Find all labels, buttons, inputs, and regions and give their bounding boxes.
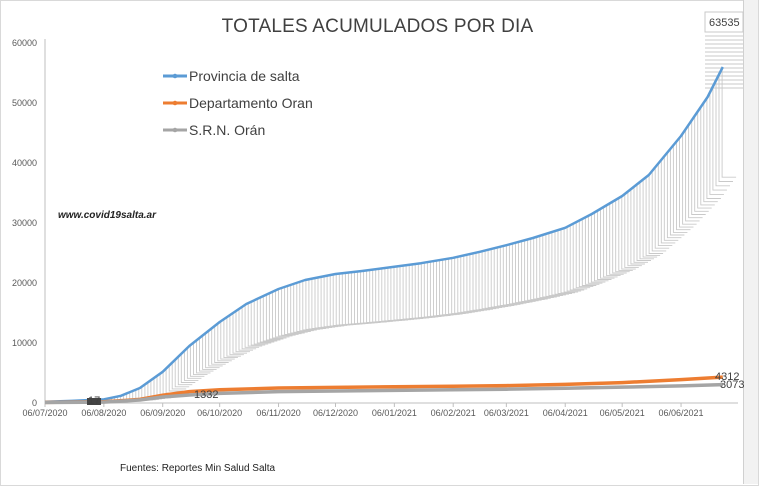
y-tick-label: 20000 [12, 278, 37, 288]
peak-box [704, 11, 744, 33]
x-tick-label: 06/09/2020 [140, 408, 185, 418]
x-tick-label: 06/08/2020 [81, 408, 126, 418]
x-tick-label: 06/06/2021 [659, 408, 704, 418]
legend-marker-3 [172, 127, 178, 133]
x-tick-label: 06/01/2021 [372, 408, 417, 418]
x-tick-label: 06/12/2020 [313, 408, 358, 418]
x-tick-label: 06/07/2020 [22, 408, 67, 418]
peak-value-label: 63535 [709, 17, 740, 29]
y-tick-label: 60000 [12, 38, 37, 48]
legend-marker-1 [172, 73, 178, 79]
small-mark-box [87, 398, 101, 405]
y-tick-label: 30000 [12, 218, 37, 228]
legend-marker-2 [172, 100, 178, 106]
chart-title: TOTALES ACUMULADOS POR DIA [221, 16, 534, 37]
website-label: www.covid19salta.ar [58, 210, 157, 221]
small-mark-label: 17 [88, 395, 100, 407]
x-tick-label: 06/05/2021 [600, 408, 645, 418]
x-tick-label: 06/04/2021 [543, 408, 588, 418]
legend: Provincia de salta Departamento Oran S.R.N… [163, 68, 313, 138]
source-label: Fuentes: Reportes Min Salud Salta [120, 463, 276, 474]
srn-last-label: 3073 [720, 379, 744, 391]
y-tick-label: 40000 [12, 158, 37, 168]
srn-mid-label: 1332 [194, 389, 218, 401]
drop-line-comb [111, 68, 737, 403]
legend-label-1: Provincia de salta [189, 68, 300, 84]
x-tick-label: 06/11/2020 [256, 408, 300, 418]
x-tick-label: 06/03/2021 [484, 408, 529, 418]
oran-last-label: 4312 [715, 371, 739, 383]
y-tick-label: 0 [32, 398, 37, 408]
series-line-3 [44, 382, 723, 405]
series-line-1 [44, 66, 724, 404]
y-tick-label: 50000 [12, 98, 37, 108]
legend-label-3: S.R.N. Orán [189, 122, 265, 138]
drop-lines [111, 11, 744, 403]
series-lines [44, 66, 724, 405]
x-tick-label: 06/10/2020 [197, 408, 242, 418]
y-tick-label: 10000 [12, 338, 37, 348]
window-scroll-edge [743, 0, 758, 484]
y-axis: 0 10000 20000 30000 40000 50000 60000 [12, 38, 46, 408]
x-tick-label: 06/02/2021 [431, 408, 476, 418]
x-axis: 06/07/2020 06/08/2020 06/09/2020 06/10/2020… [22, 402, 738, 418]
legend-label-2: Departamento Oran [189, 95, 313, 111]
